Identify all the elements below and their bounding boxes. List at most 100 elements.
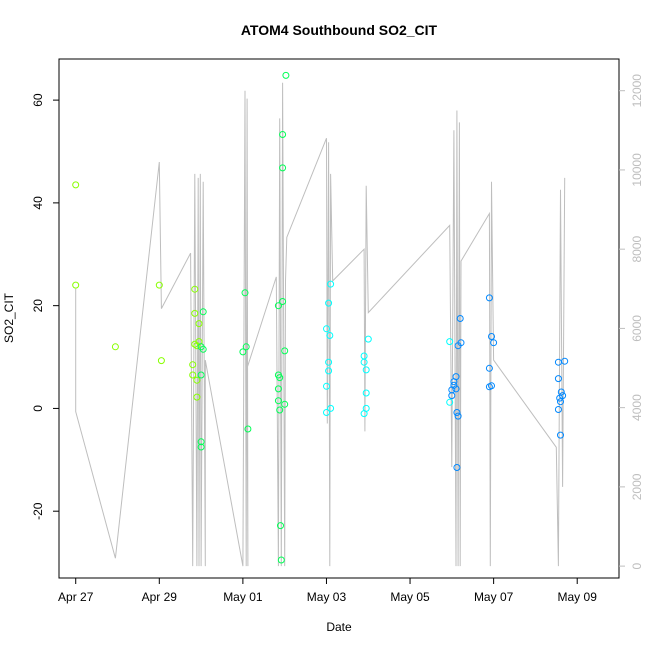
data-point — [325, 358, 333, 366]
data-point — [327, 404, 335, 412]
plot-frame — [58, 58, 620, 579]
data-point — [326, 332, 334, 339]
data-point — [111, 343, 119, 351]
data-point — [490, 339, 498, 347]
secondary-series-line — [75, 82, 566, 567]
y-axis: -20 0 20 40 60 — [31, 93, 59, 520]
data-point — [239, 348, 247, 356]
x-tick-label: May 03 — [307, 590, 347, 604]
data-point — [450, 381, 458, 389]
data-point — [277, 556, 285, 564]
data-point — [456, 315, 464, 322]
y-tick-label: -20 — [31, 502, 45, 520]
data-point — [453, 464, 461, 471]
y-axis-label: SO2_CIT — [2, 292, 16, 343]
data-point — [191, 309, 199, 317]
secondary-line-layer — [75, 82, 566, 567]
y2-tick-label: 12000 — [630, 74, 644, 108]
data-point — [191, 285, 199, 293]
y2-tick-label: 10000 — [630, 153, 644, 187]
data-point — [72, 281, 80, 289]
data-point — [193, 393, 201, 401]
data-point — [193, 342, 201, 350]
data-point — [364, 335, 372, 343]
data-point — [323, 325, 330, 333]
y2-tick-label: 6000 — [630, 315, 644, 342]
points-layer — [72, 71, 569, 564]
x-tick-label: Apr 29 — [142, 590, 178, 604]
data-point — [446, 398, 454, 406]
data-point — [360, 358, 368, 366]
data-point — [559, 392, 567, 400]
data-point — [325, 299, 333, 307]
data-point — [327, 280, 335, 288]
data-point — [554, 406, 562, 413]
data-point — [282, 71, 290, 79]
data-point — [561, 357, 569, 365]
data-point — [446, 338, 454, 346]
data-point — [485, 364, 493, 372]
data-point — [279, 298, 287, 305]
x-tick-label: May 05 — [390, 590, 430, 604]
data-point — [452, 373, 460, 381]
chart-title: ATOM4 Southbound SO2_CIT — [241, 22, 438, 38]
data-point — [195, 320, 203, 328]
data-point — [197, 371, 205, 379]
data-point — [199, 345, 207, 353]
data-point — [281, 347, 289, 355]
y-tick-label: 60 — [31, 93, 45, 107]
data-point — [276, 406, 284, 414]
x-tick-label: May 09 — [558, 590, 598, 604]
data-point — [323, 409, 330, 416]
data-point — [241, 289, 249, 297]
y-tick-label: 40 — [31, 196, 45, 210]
data-point — [454, 412, 462, 420]
data-point — [72, 181, 80, 189]
data-point — [279, 164, 287, 172]
data-point — [277, 522, 284, 530]
data-point — [189, 371, 197, 379]
y2-tick-label: 2000 — [630, 473, 644, 500]
data-point — [157, 357, 165, 365]
data-point — [281, 400, 289, 408]
data-point — [199, 308, 207, 316]
data-point — [557, 398, 564, 406]
data-point — [323, 382, 330, 390]
data-point — [242, 343, 250, 351]
secondary-y-axis: 0 2000 4000 6000 8000 10000 12000 — [619, 74, 644, 569]
data-point — [452, 385, 460, 393]
data-point — [197, 443, 205, 451]
data-point — [488, 333, 495, 340]
data-point — [189, 361, 197, 369]
data-point — [453, 409, 461, 416]
y2-tick-label: 4000 — [630, 394, 644, 421]
data-point — [362, 389, 370, 397]
x-axis: Apr 27 Apr 29 May 01 May 03 May 05 May 07 May … — [58, 578, 597, 604]
data-point — [488, 382, 495, 390]
y-tick-label: 0 — [31, 405, 45, 412]
y2-tick-label: 0 — [630, 562, 644, 569]
data-point — [457, 339, 465, 347]
data-point — [155, 281, 163, 289]
data-point — [274, 385, 282, 393]
x-axis-label: Date — [326, 620, 352, 634]
data-point — [557, 431, 564, 439]
data-point — [554, 375, 562, 383]
data-point — [193, 376, 201, 384]
data-point — [274, 302, 282, 310]
data-point — [360, 410, 368, 418]
data-point — [274, 397, 282, 405]
data-point — [485, 294, 493, 302]
data-point — [279, 131, 287, 138]
data-point — [197, 438, 205, 446]
data-point — [244, 425, 252, 433]
data-point — [325, 367, 333, 375]
y-tick-label: 20 — [31, 299, 45, 313]
x-tick-label: May 01 — [223, 590, 263, 604]
data-point — [362, 366, 370, 374]
x-tick-label: Apr 27 — [58, 590, 94, 604]
data-point — [448, 392, 456, 400]
x-tick-label: May 07 — [474, 590, 514, 604]
